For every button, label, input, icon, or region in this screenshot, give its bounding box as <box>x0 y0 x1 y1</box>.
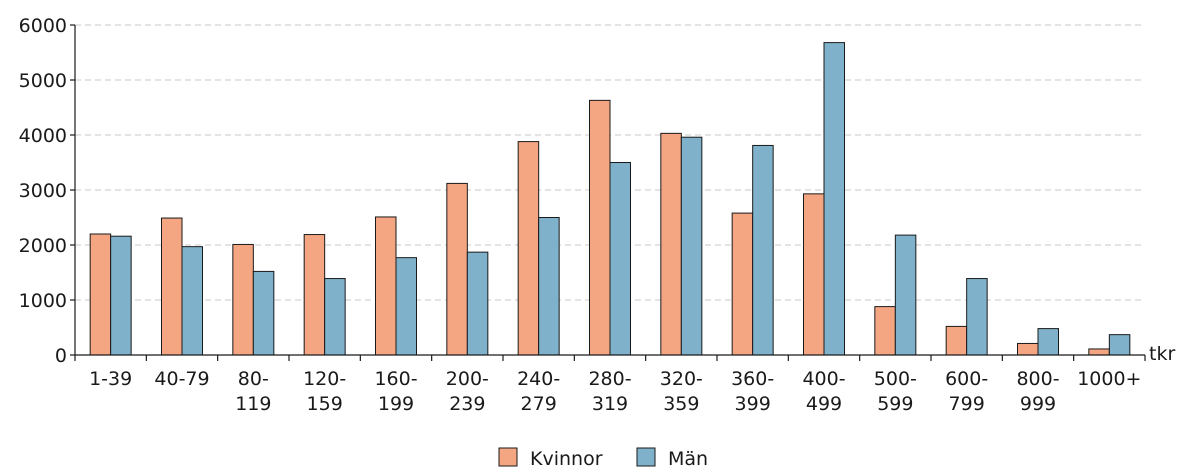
bar-kvinnor <box>375 216 397 356</box>
x-axis-unit-label: tkr <box>1149 343 1175 365</box>
legend-swatch <box>498 447 518 467</box>
y-tick-label: 2000 <box>19 235 67 257</box>
x-tick-label: 360-399 <box>731 368 774 415</box>
bar-kvinnor <box>446 182 468 356</box>
x-tick-label: 120-159 <box>303 368 346 415</box>
x-tick-label: 1-39 <box>89 368 132 390</box>
y-tick-label: 4000 <box>19 125 67 147</box>
y-tick-label: 5000 <box>19 70 67 92</box>
x-tick-label: 40-79 <box>154 368 209 390</box>
bar-kvinnor <box>803 193 825 356</box>
y-tick-label: 3000 <box>19 180 67 202</box>
bar-mn <box>752 144 774 356</box>
bar-kvinnor <box>731 212 754 356</box>
bar-mn <box>181 246 203 356</box>
bar-mn <box>609 162 631 356</box>
bar-kvinnor <box>589 99 611 356</box>
bar-mn <box>466 251 489 356</box>
bar-mn <box>252 270 275 356</box>
x-tick-label: 240-279 <box>517 368 560 415</box>
x-tick-label: 200-239 <box>446 368 489 415</box>
x-tick-label: 80-119 <box>235 368 271 415</box>
bar-kvinnor <box>232 243 254 356</box>
bar-kvinnor <box>517 141 540 356</box>
bar-kvinnor <box>161 217 183 356</box>
bar-mn <box>680 136 703 356</box>
x-tick-label: 600-799 <box>945 368 988 415</box>
bar-mn <box>538 217 560 356</box>
bar-mn <box>110 235 132 356</box>
bar-mn <box>894 234 917 356</box>
x-tick-label: 400-499 <box>802 368 845 415</box>
bar-mn <box>1037 328 1059 356</box>
bar-kvinnor <box>1017 342 1039 356</box>
bar-kvinnor <box>89 233 112 356</box>
legend-label: Kvinnor <box>530 448 603 470</box>
x-tick-label: 320-359 <box>660 368 703 415</box>
axes <box>70 24 1146 361</box>
legend-label: Män <box>668 448 708 470</box>
bar-kvinnor <box>303 234 326 356</box>
y-tick-label: 6000 <box>19 15 67 37</box>
bar-kvinnor <box>660 132 682 356</box>
bar-mn <box>324 278 346 356</box>
legend: Kvinnor Män <box>498 447 708 470</box>
x-tick-label: 800-999 <box>1016 368 1059 415</box>
bar-kvinnor <box>1088 348 1110 356</box>
bar-mn <box>966 278 988 356</box>
bar-mn <box>1108 334 1131 356</box>
x-tick-label: 500-599 <box>874 368 917 415</box>
x-tick-labels: 1-39 40-79 80-119 120-159 160-199 200-239 240-… <box>89 368 1141 415</box>
x-tick-label: 160-199 <box>374 368 417 415</box>
x-tick-label: 280-319 <box>588 368 631 415</box>
legend-swatch <box>636 447 656 467</box>
y-tick-labels: 0 1000 2000 3000 4000 5000 6000 <box>19 15 67 367</box>
bars <box>89 42 1131 356</box>
x-tick-label: 1000+ <box>1077 368 1141 390</box>
bar-kvinnor <box>874 306 896 356</box>
bar-mn <box>395 257 417 356</box>
bar-mn <box>823 42 845 356</box>
y-tick-label: 1000 <box>19 290 67 312</box>
y-tick-label: 0 <box>55 345 67 367</box>
bar-kvinnor <box>945 325 968 356</box>
